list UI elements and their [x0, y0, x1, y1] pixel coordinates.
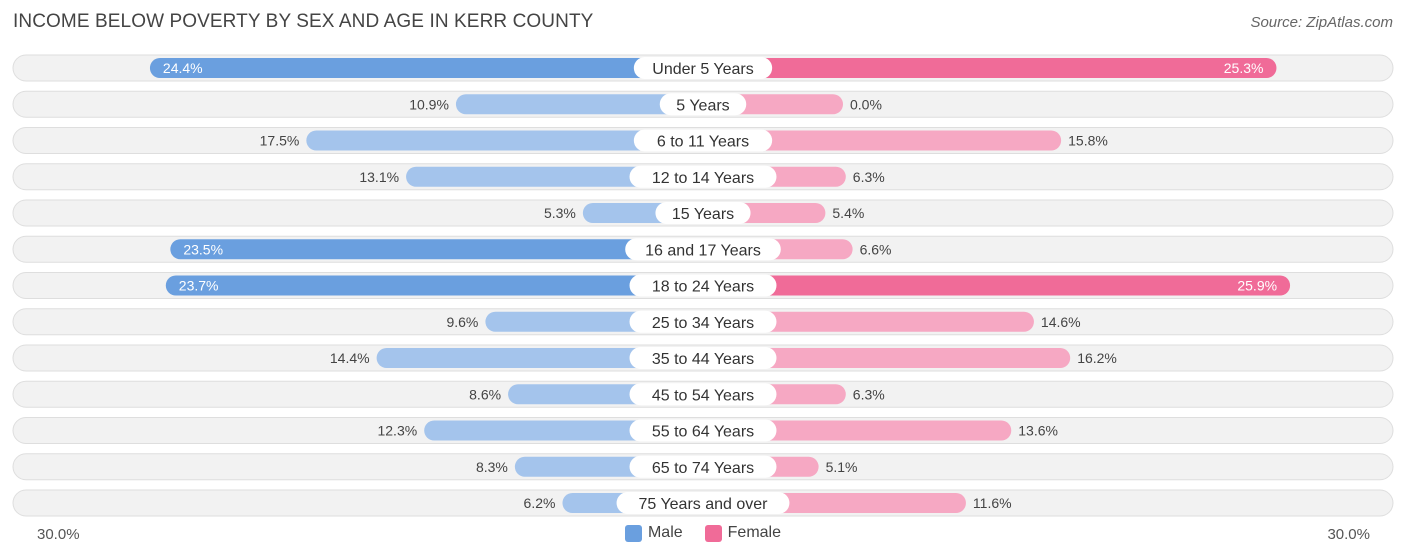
- female-value-label: 16.2%: [1077, 350, 1117, 366]
- female-value-label: 25.9%: [1237, 278, 1277, 294]
- category-pill: [629, 419, 777, 442]
- male-value-label: 8.6%: [469, 386, 501, 402]
- male-value-label: 14.4%: [330, 350, 370, 366]
- category-label: 16 and 17 Years: [645, 242, 761, 259]
- male-value-label: 23.7%: [179, 278, 219, 294]
- category-pill: [625, 238, 781, 261]
- legend: Male Female: [0, 524, 1406, 542]
- female-value-label: 11.6%: [973, 495, 1012, 511]
- axis-left-label: 30.0%: [37, 526, 80, 543]
- male-value-label: 13.1%: [359, 169, 399, 185]
- category-pill: [629, 310, 777, 333]
- category-label: 15 Years: [672, 206, 734, 223]
- category-pill: [659, 93, 747, 116]
- category-pill: [629, 383, 777, 406]
- male-bar: [455, 94, 703, 115]
- category-label: 6 to 11 Years: [657, 134, 749, 151]
- legend-item-male: Male: [624, 524, 683, 542]
- male-value-label: 10.9%: [409, 96, 449, 112]
- female-bar: [703, 275, 1291, 296]
- source-note: Source: ZipAtlas.com: [1250, 14, 1393, 31]
- category-label: 18 to 24 Years: [652, 279, 754, 296]
- female-bar: [703, 311, 1034, 332]
- legend-label-female: Female: [727, 524, 782, 541]
- female-value-label: 6.3%: [853, 169, 885, 185]
- male-value-label: 23.5%: [183, 241, 223, 257]
- category-label: 35 to 44 Years: [652, 351, 754, 368]
- female-value-label: 13.6%: [1018, 423, 1058, 439]
- chart-title: INCOME BELOW POVERTY BY SEX AND AGE IN K…: [13, 11, 594, 32]
- male-value-label: 12.3%: [377, 423, 417, 439]
- category-label: 75 Years and over: [639, 496, 769, 513]
- female-bar: [703, 348, 1071, 368]
- female-bar: [703, 58, 1277, 78]
- female-value-label: 5.1%: [826, 459, 858, 475]
- female-value-label: 5.4%: [832, 205, 864, 221]
- category-pill: [629, 347, 777, 369]
- category-label: 25 to 34 Years: [652, 315, 754, 332]
- category-label: 65 to 74 Years: [652, 460, 754, 477]
- legend-label-male: Male: [647, 524, 683, 541]
- legend-item-female: Female: [704, 524, 782, 542]
- male-bar: [165, 275, 704, 296]
- female-value-label: 6.3%: [853, 386, 885, 402]
- male-value-label: 9.6%: [446, 314, 478, 330]
- male-value-label: 17.5%: [260, 133, 300, 149]
- male-bar: [406, 166, 703, 187]
- legend-swatch-female: [704, 524, 722, 542]
- female-value-label: 15.8%: [1068, 133, 1108, 149]
- female-bar: [703, 420, 1012, 441]
- category-pill: [629, 455, 777, 478]
- category-pill: [629, 274, 777, 297]
- male-value-label: 5.3%: [544, 205, 576, 221]
- category-pill: [629, 165, 777, 188]
- female-value-label: 25.3%: [1224, 60, 1264, 76]
- category-label: Under 5 Years: [652, 61, 753, 78]
- male-value-label: 6.2%: [524, 495, 556, 511]
- female-value-label: 14.6%: [1041, 314, 1081, 330]
- category-label: 5 Years: [676, 97, 729, 114]
- category-pill: [655, 202, 751, 224]
- male-value-label: 8.3%: [476, 459, 508, 475]
- male-bar: [306, 130, 703, 151]
- category-pill: [633, 57, 773, 79]
- male-bar: [376, 348, 703, 368]
- female-value-label: 6.6%: [860, 241, 892, 257]
- male-bar: [170, 239, 704, 260]
- axis-right-label: 30.0%: [1327, 526, 1370, 543]
- category-label: 12 to 14 Years: [652, 170, 754, 187]
- female-value-label: 0.0%: [850, 96, 882, 112]
- legend-swatch-male: [624, 524, 642, 542]
- category-label: 45 to 54 Years: [652, 387, 754, 404]
- male-bar: [149, 58, 703, 78]
- female-bar: [703, 130, 1062, 151]
- category-label: 55 to 64 Years: [652, 424, 754, 441]
- male-value-label: 24.4%: [163, 60, 203, 76]
- category-pill: [616, 492, 790, 514]
- category-pill: [633, 129, 773, 152]
